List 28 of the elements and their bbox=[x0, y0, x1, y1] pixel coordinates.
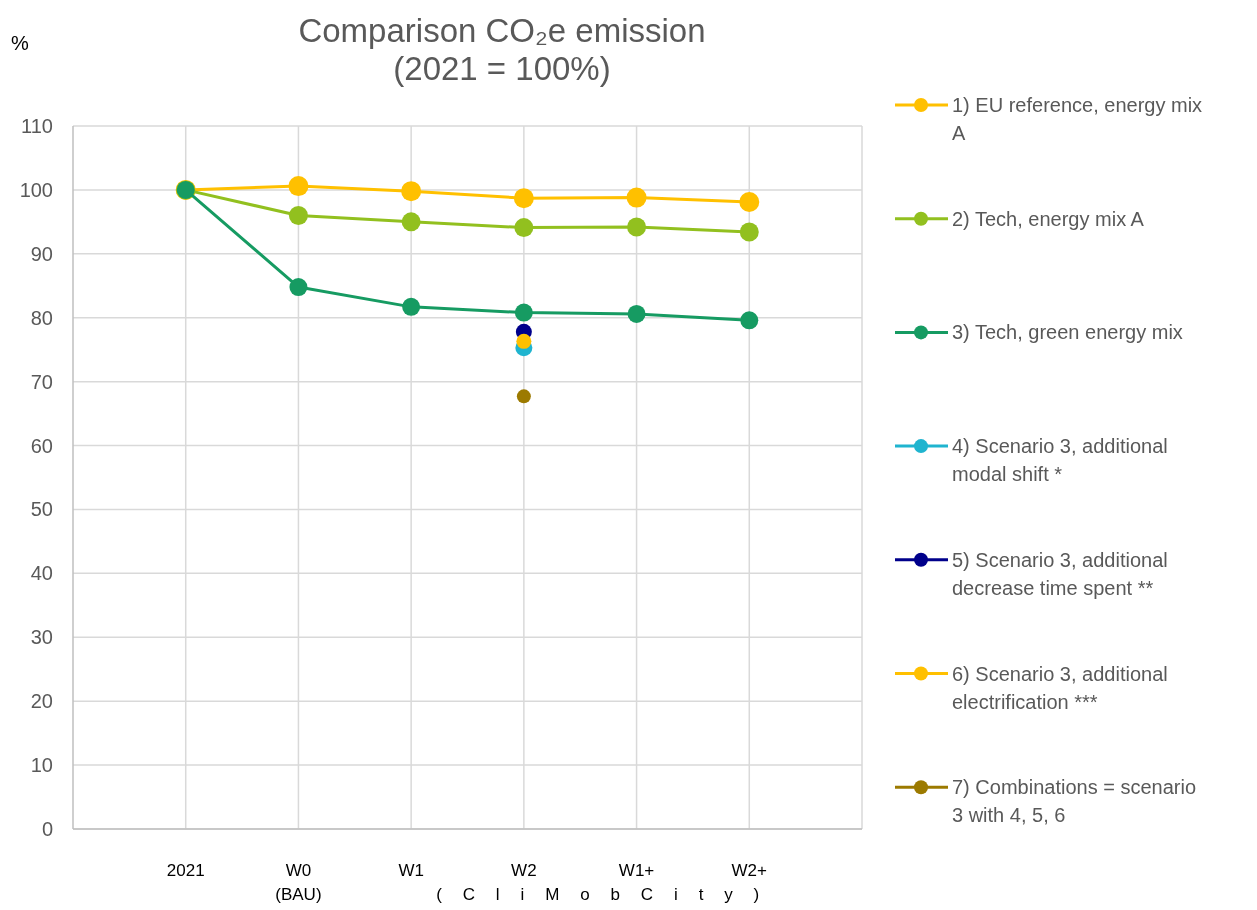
x-tick-label: W2 bbox=[511, 861, 537, 880]
legend-label: 4) Scenario 3, additional modal shift * bbox=[952, 435, 1168, 486]
y-tick-label: 100 bbox=[19, 178, 53, 201]
y-tick-label: 0 bbox=[41, 818, 53, 840]
legend-label: 5) Scenario 3, additional decrease time spent ** bbox=[952, 548, 1168, 599]
legend-label: 7) Combinations = scenario 3 with 4, 5, 6 bbox=[952, 776, 1197, 827]
x-tick-label: W1 bbox=[398, 861, 424, 880]
legend-label: 1) EU reference, energy mix A bbox=[952, 94, 1203, 144]
y-tick-label: 110 bbox=[21, 115, 53, 137]
y-tick-label: 60 bbox=[30, 434, 53, 457]
y-tick-label: 30 bbox=[30, 626, 53, 649]
x-tick-label: W1+ bbox=[618, 861, 655, 880]
y-tick-label: 70 bbox=[30, 370, 53, 393]
x-tick-label: 2021 bbox=[166, 861, 205, 880]
y-axis-title: % bbox=[11, 32, 30, 54]
x-tick-label: W0 (BAU) bbox=[275, 861, 322, 904]
y-tick-label: 10 bbox=[30, 754, 53, 777]
x-tick-label: W2+ bbox=[731, 861, 768, 880]
y-tick-label: 50 bbox=[30, 498, 53, 521]
legend-label: 6) Scenario 3, additional electrification *** bbox=[952, 662, 1168, 713]
y-tick-label: 80 bbox=[30, 306, 53, 329]
text: ( C l i M o b C i t y ) bbox=[436, 885, 760, 904]
y-tick-label: 40 bbox=[30, 562, 53, 585]
y-tick-label: 90 bbox=[30, 242, 53, 265]
legend-label: 3) Tech, green energy mix bbox=[952, 321, 1183, 344]
legend-label: 2) Tech, energy mix A bbox=[952, 207, 1145, 230]
chart-title: Comparison CO₂e emission (2021 = 100%) bbox=[298, 12, 706, 87]
y-tick-label: 20 bbox=[30, 690, 53, 713]
